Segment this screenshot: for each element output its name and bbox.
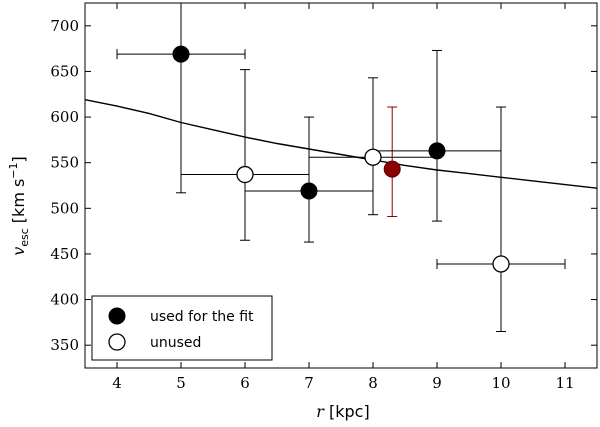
y-tick-label: 700: [50, 17, 79, 35]
legend-used-label: used for the fit: [150, 309, 254, 325]
y-axis-var: v: [9, 247, 28, 256]
data-point-used: [428, 142, 446, 160]
x-tick-label: 9: [432, 374, 442, 392]
x-axis-label: r [kpc]: [316, 402, 369, 421]
y-axis-unit-sup: −1: [7, 162, 20, 178]
x-tick-label: 10: [491, 374, 510, 392]
data-point-unused: [236, 165, 254, 184]
legend-frame: [91, 295, 273, 361]
y-tick-label: 550: [50, 154, 79, 172]
legend-unused-marker: [108, 333, 126, 351]
data-point-unused: [492, 255, 510, 273]
plot-area: [84, 2, 598, 369]
y-axis-sub: esc: [18, 228, 31, 247]
axis-ticks-layer: 4 5 6 7 8 9 10 11 350 400 450 500 550 600 650 700: [50, 3, 597, 392]
fit-curve: [84, 99, 598, 189]
y-tick-label: 600: [50, 108, 79, 126]
x-tick-label: 5: [176, 374, 186, 392]
legend: used for the fit unused: [91, 295, 273, 361]
x-tick-label: 11: [555, 374, 574, 392]
data-point-used: [172, 45, 190, 63]
x-axis-unit: [kpc]: [329, 402, 370, 421]
fit-curve-layer: [84, 99, 598, 189]
data-point-unused: [364, 148, 382, 166]
y-axis-unit-end: ]: [9, 156, 28, 162]
y-tick-label: 450: [50, 245, 79, 263]
legend-used-marker: [108, 307, 126, 325]
legend-unused-label: unused: [150, 335, 201, 351]
y-axis-label: vesc [km s−1]: [7, 156, 31, 256]
data-points-layer: [116, 3, 566, 332]
y-tick-label: 400: [50, 291, 79, 309]
y-tick-label: 500: [50, 199, 79, 217]
data-point-highlight: [383, 160, 401, 178]
y-tick-label: 350: [50, 336, 79, 354]
x-tick-label: 4: [112, 374, 122, 392]
x-axis-var: r: [316, 402, 325, 421]
y-axis-unit: [km s: [9, 179, 28, 224]
x-tick-label: 8: [368, 374, 378, 392]
y-tick-label: 650: [50, 62, 79, 80]
x-tick-label: 7: [304, 374, 314, 392]
x-tick-label: 6: [240, 374, 250, 392]
data-point-used: [300, 182, 318, 200]
